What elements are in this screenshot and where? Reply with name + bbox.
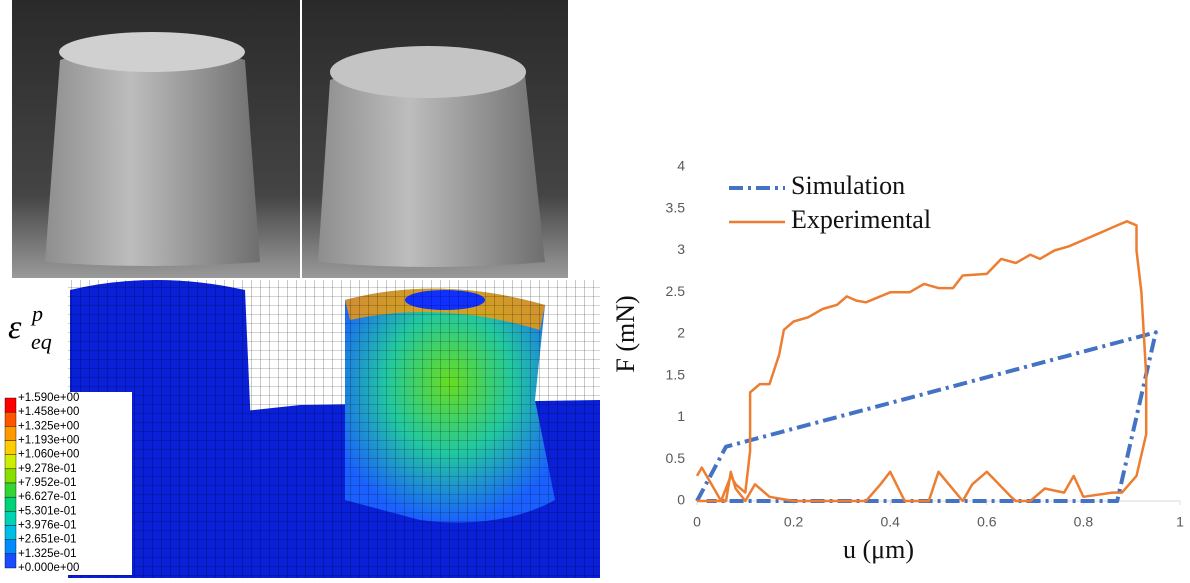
y-tick-label: 4 (677, 158, 685, 174)
legend-label: Simulation (791, 171, 905, 200)
y-tick-label: 1 (677, 408, 685, 424)
x-tick-label: 0.4 (880, 514, 900, 530)
x-tick-label: 0.6 (977, 514, 997, 530)
scale-label: +0.000e+00 (18, 562, 79, 574)
color-swatch (5, 426, 16, 440)
scale-label: +2.651e-01 (18, 534, 77, 546)
y-tick-label: 2.5 (666, 283, 686, 299)
color-swatch (5, 540, 16, 554)
pillar (45, 45, 260, 266)
color-swatch (5, 511, 16, 525)
x-tick-label: 0.8 (1074, 514, 1094, 530)
pillar-top (59, 32, 245, 72)
symbol-sup: p (30, 301, 43, 326)
legend-label: Experimental (791, 205, 931, 234)
color-swatch (5, 483, 16, 497)
pillar-top (330, 46, 526, 98)
scale-label: +6.627e-01 (18, 491, 77, 503)
scale-label: +1.193e+00 (18, 435, 79, 447)
series-line (697, 332, 1156, 501)
y-tick-label: 0.5 (666, 450, 686, 466)
x-tick-label: 1 (1176, 514, 1184, 530)
y-tick-label: 2 (677, 325, 685, 341)
x-axis-label: u (μm) (843, 535, 914, 564)
x-tick-label: 0 (693, 514, 701, 530)
scale-label: +1.458e+00 (18, 406, 79, 418)
symbol: ε (8, 309, 22, 346)
y-tick-label: 0 (677, 492, 685, 508)
color-swatch (5, 497, 16, 511)
scale-label: +3.976e-01 (18, 520, 77, 532)
color-swatch (5, 526, 16, 540)
page: ε p eq +1.590e+00 +1.458e+00 +1.325e+00 +1.… (0, 0, 1190, 583)
figure: ε p eq +1.590e+00 +1.458e+00 +1.325e+00 +1.… (0, 0, 1190, 578)
symbol-sub: eq (31, 329, 52, 354)
sem-images (12, 0, 568, 278)
color-swatch (5, 441, 16, 455)
y-tick-label: 1.5 (666, 366, 686, 382)
color-swatch (5, 554, 16, 568)
scale-label: +1.325e+00 (18, 420, 79, 432)
y-tick-label: 3.5 (666, 199, 686, 215)
scale-label: +7.952e-01 (18, 477, 77, 489)
color-swatch (5, 412, 16, 426)
scale-label: +1.060e+00 (18, 449, 79, 461)
x-tick-label: 0.2 (784, 514, 804, 530)
color-swatch (5, 469, 16, 483)
fe-model (68, 280, 600, 578)
color-swatch (5, 398, 16, 412)
y-tick-label: 3 (677, 241, 685, 257)
scale-label: +1.590e+00 (18, 392, 79, 404)
color-swatch (5, 455, 16, 469)
series-line (697, 221, 1146, 501)
scale-label: +9.278e-01 (18, 463, 77, 475)
y-axis-label: F (mN) (611, 295, 640, 372)
scale-label: +5.301e-01 (18, 505, 77, 517)
scale-label: +1.325e-01 (18, 548, 77, 560)
